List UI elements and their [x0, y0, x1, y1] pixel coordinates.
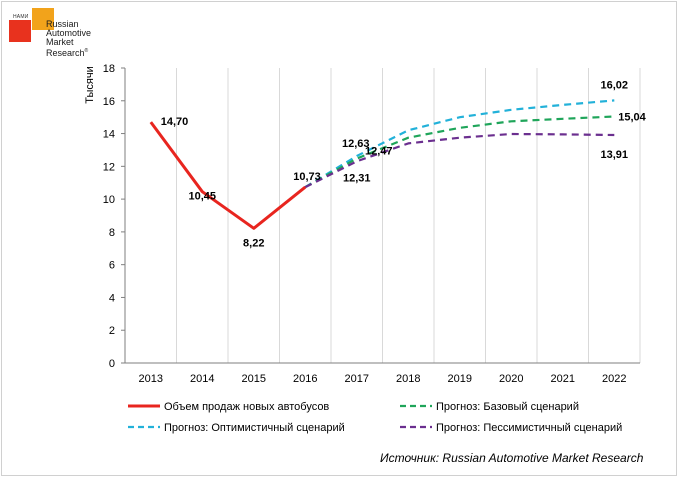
data-label: 12,31 — [343, 172, 371, 184]
data-label: 14,70 — [161, 116, 189, 128]
logo-line-1: Russian — [46, 19, 79, 29]
series-line — [304, 115, 615, 189]
x-tick-label: 2014 — [190, 373, 214, 385]
y-tick-label: 2 — [109, 325, 115, 337]
x-tick-label: 2020 — [499, 373, 523, 385]
logo-line-2: Automotive — [46, 28, 92, 38]
y-axis-title: Тысячи — [84, 66, 96, 103]
x-tick-label: 2016 — [293, 373, 317, 385]
y-tick-label: 4 — [109, 292, 115, 304]
logo-line-4-text: Research — [46, 48, 85, 58]
data-label: 8,22 — [243, 237, 264, 249]
data-label: 12,47 — [365, 146, 393, 158]
x-tick-label: 2015 — [242, 373, 266, 385]
y-tick-label: 14 — [103, 129, 115, 141]
logo-registered-mark: ® — [84, 48, 89, 54]
y-tick-label: 0 — [109, 358, 115, 370]
x-tick-label: 2022 — [602, 373, 626, 385]
y-tick-label: 12 — [103, 161, 115, 173]
logo-orange-square — [32, 8, 54, 30]
y-tick-label: 16 — [103, 96, 115, 108]
x-tick-label: 2019 — [448, 373, 472, 385]
logo-nami-text: НАМИ — [13, 14, 29, 20]
x-tick-label: 2018 — [396, 373, 420, 385]
data-label: 10,73 — [293, 171, 321, 183]
y-tick-label: 18 — [103, 63, 115, 75]
data-label: 16,02 — [600, 79, 628, 91]
x-tick-label: 2021 — [551, 373, 575, 385]
legend-label: Прогноз: Пессимистичный сценарий — [436, 422, 622, 434]
series-line — [304, 132, 615, 189]
data-label: 10,45 — [188, 191, 216, 203]
y-tick-label: 8 — [109, 227, 115, 239]
logo-line-4: Research® — [46, 47, 91, 58]
legend-label: Прогноз: Базовый сценарий — [436, 401, 579, 413]
y-tick-label: 6 — [109, 260, 115, 272]
x-tick-label: 2013 — [139, 373, 163, 385]
series-line — [149, 121, 307, 230]
data-label: 13,91 — [600, 149, 628, 161]
x-tick-label: 2017 — [345, 373, 369, 385]
data-label: 12,63 — [342, 138, 370, 150]
legend-label: Объем продаж новых автобусов — [164, 401, 329, 413]
logo-brand-text: Russian Automotive Market Research® — [46, 20, 91, 58]
ramr-logo: НАМИ Russian Automotive Market Research® — [6, 6, 96, 66]
logo-line-3: Market — [46, 37, 74, 47]
series-line — [304, 99, 615, 189]
y-tick-label: 10 — [103, 194, 115, 206]
legend-label: Прогноз: Оптимистичный сценарий — [164, 422, 345, 434]
source-note: Источник: Russian Automotive Market Rese… — [380, 451, 644, 465]
logo-red-square — [9, 20, 31, 42]
data-label: 15,04 — [618, 112, 646, 124]
